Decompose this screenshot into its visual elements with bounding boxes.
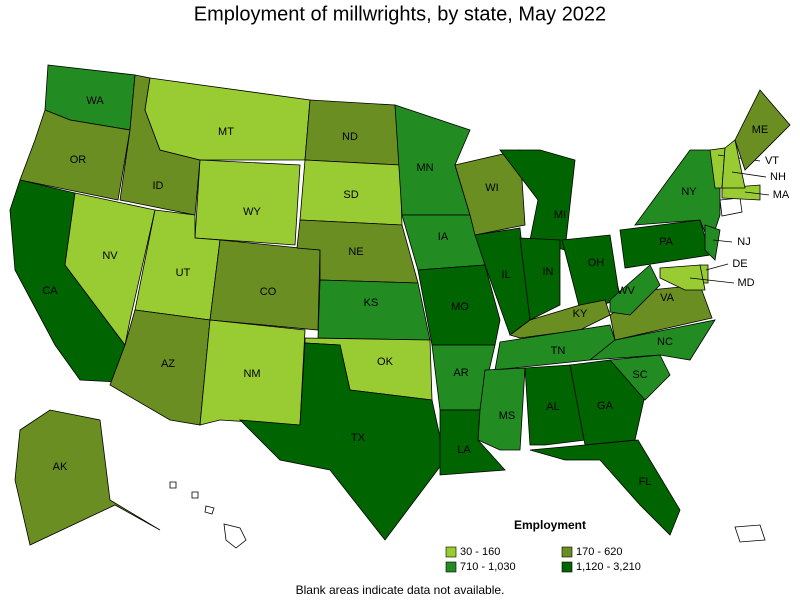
state-label: UT: [176, 267, 191, 279]
legend-title: Employment: [514, 518, 586, 532]
state-label: NJ: [737, 236, 750, 248]
state-label: KY: [573, 308, 588, 320]
state-label: WI: [485, 182, 498, 194]
state-label: ME: [752, 124, 769, 136]
leader-line: [689, 277, 735, 284]
legend-label: 710 - 1,030: [460, 561, 516, 573]
state: [588, 319, 716, 361]
state: [417, 264, 501, 346]
state: [238, 342, 446, 541]
legend-label: 1,120 - 3,210: [576, 561, 641, 573]
state: [144, 77, 311, 161]
legend-label: 170 - 620: [576, 546, 622, 558]
state-label: MD: [737, 277, 754, 289]
state-label: NC: [657, 336, 673, 348]
state-label: MS: [499, 410, 516, 422]
state-label: VT: [765, 155, 779, 167]
state: [524, 364, 586, 446]
state-label: NV: [102, 250, 118, 262]
legend-swatch: [561, 561, 573, 573]
blank-state: [191, 491, 199, 499]
state-label: CA: [42, 285, 58, 297]
state: [734, 89, 791, 171]
state: [64, 192, 156, 346]
state: [14, 409, 161, 546]
state-label: KS: [364, 297, 379, 309]
legend-swatch: [445, 546, 457, 558]
state-label: LA: [457, 444, 471, 456]
state-label: AR: [453, 367, 468, 379]
state-label: NH: [770, 171, 786, 183]
state: [704, 224, 721, 261]
state-label: WV: [617, 285, 635, 297]
leader-line: [744, 191, 770, 196]
blank-state: [169, 481, 177, 489]
state-label: OH: [588, 257, 605, 269]
legend-swatch: [561, 546, 573, 558]
leader-line: [712, 239, 733, 243]
state-label: OK: [377, 356, 394, 368]
state-label: PA: [659, 236, 674, 248]
state-label: IL: [501, 269, 510, 281]
leader-line: [731, 171, 767, 178]
state: [194, 159, 301, 246]
leader-line: [705, 263, 729, 271]
legend-label: 30 - 160: [460, 546, 500, 558]
state: [317, 279, 431, 341]
state-label: MT: [218, 126, 234, 138]
state-label: ID: [153, 180, 164, 192]
state-label: FL: [639, 476, 652, 488]
blank-state: [204, 505, 215, 515]
state-label: NM: [243, 368, 260, 380]
state-label: SD: [343, 189, 358, 201]
state: [509, 299, 611, 339]
blank-state: [734, 524, 766, 543]
state: [439, 409, 506, 476]
state-label: WA: [86, 95, 104, 107]
state-label: DE: [732, 258, 747, 270]
state: [634, 149, 721, 247]
state: [519, 237, 561, 321]
state-label: SC: [632, 369, 647, 381]
state-label: WY: [243, 206, 261, 218]
state-label: AL: [546, 401, 559, 413]
state: [394, 104, 471, 216]
state-label: TN: [551, 345, 566, 357]
blank-states: [169, 197, 766, 549]
state-label: VA: [660, 292, 675, 304]
state: [609, 264, 661, 316]
note: Blank areas indicate data not available.: [296, 583, 505, 597]
state-label: IA: [438, 231, 449, 243]
state-label: MI: [554, 209, 566, 221]
state-label: MO: [451, 301, 469, 313]
state-label: TX: [351, 432, 366, 444]
state: [19, 109, 131, 201]
state-label: NY: [681, 186, 697, 198]
state-label: MN: [416, 162, 433, 174]
legend-swatch: [445, 561, 457, 573]
state-label: ND: [342, 131, 358, 143]
state-label: AZ: [161, 358, 175, 370]
state-label: CO: [260, 286, 277, 298]
state: [569, 359, 646, 446]
blank-state: [223, 523, 247, 549]
state: [721, 139, 746, 189]
map-title: Employment of millwrights, by state, May…: [194, 3, 606, 25]
state-label: MA: [773, 189, 790, 201]
state-label: NE: [348, 246, 363, 258]
state: [529, 439, 681, 536]
state: [721, 184, 761, 201]
state-label: GA: [597, 400, 614, 412]
blank-state: [719, 197, 743, 217]
state: [609, 354, 671, 401]
state: [659, 264, 706, 291]
state-label: OR: [70, 154, 87, 166]
state-label: IN: [543, 266, 554, 278]
state-label: AK: [53, 461, 68, 473]
